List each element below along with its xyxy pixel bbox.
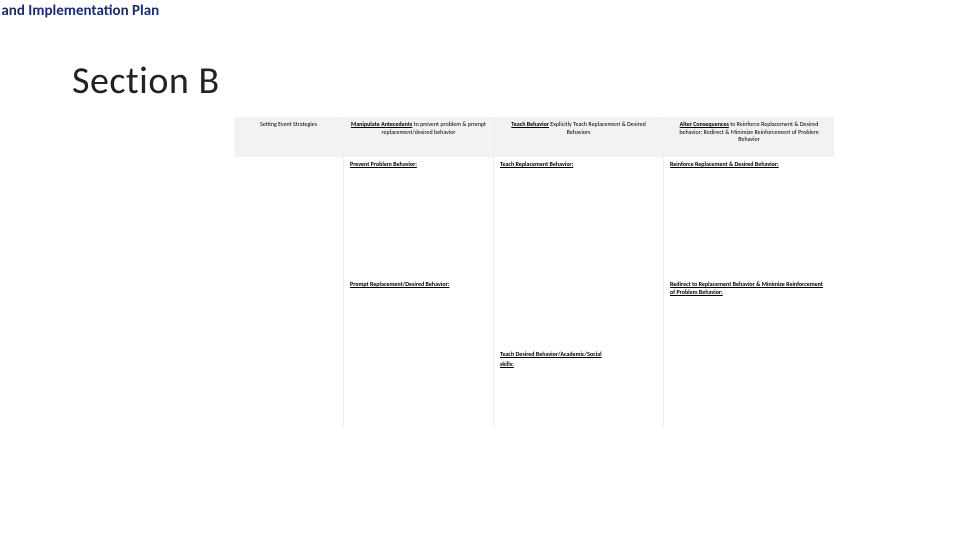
label-teach-replacement: Teach Replacement Behavior:	[500, 161, 573, 169]
label-teach-desired-b: skills:	[500, 361, 514, 369]
cell-empty-consequence	[664, 347, 834, 427]
cell-setting-events-2	[234, 277, 344, 347]
cell-reinforce-replacement: Reinforce Replacement & Desired Behavior…	[664, 157, 834, 277]
header-setting-events: Setting Event Strategies	[234, 117, 344, 157]
cell-prevent-problem: Prevent Problem Behavior:	[344, 157, 494, 277]
table-header-row: Setting Event Strategies Manipulate Ante…	[234, 117, 834, 157]
label-redirect: Redirect to Replacement Behavior & Minim…	[670, 281, 828, 296]
label-reinforce-replacement: Reinforce Replacement & Desired Behavior…	[670, 161, 779, 169]
header-antecedents: Manipulate Antecedents to prevent proble…	[344, 117, 494, 157]
cell-setting-events-1	[234, 157, 344, 277]
label-teach-desired-a: Teach Desired Behavior/Academic/Social	[500, 351, 602, 359]
section-title: Section B	[72, 58, 220, 104]
label-prevent-problem: Prevent Problem Behavior:	[350, 161, 417, 169]
header-teach-behavior: Teach Behavior Explicitly Teach Replacem…	[494, 117, 664, 157]
header-teach-rest: Explicitly Teach Replacement & Desired B…	[549, 120, 646, 136]
cell-teach-replacement: Teach Replacement Behavior:	[494, 157, 664, 277]
table-row: Prompt Replacement/Desired Behavior: Red…	[234, 277, 834, 347]
cell-setting-events-3	[234, 347, 344, 427]
cell-redirect: Redirect to Replacement Behavior & Minim…	[664, 277, 834, 347]
page-title: s and Implementation Plan	[0, 2, 159, 20]
cell-prompt-replacement: Prompt Replacement/Desired Behavior:	[344, 277, 494, 347]
cell-empty-teach	[494, 277, 664, 347]
plan-table: Setting Event Strategies Manipulate Ante…	[234, 117, 834, 427]
header-teach-lead: Teach Behavior	[511, 120, 549, 128]
table-row: Teach Desired Behavior/Academic/Social s…	[234, 347, 834, 427]
cell-empty-antecedent	[344, 347, 494, 427]
cell-teach-desired: Teach Desired Behavior/Academic/Social s…	[494, 347, 664, 427]
header-consequences: Alter Consequences to Reinforce Replacem…	[664, 117, 834, 157]
table-row: Prevent Problem Behavior: Teach Replacem…	[234, 157, 834, 277]
label-prompt-replacement: Prompt Replacement/Desired Behavior:	[350, 281, 449, 289]
